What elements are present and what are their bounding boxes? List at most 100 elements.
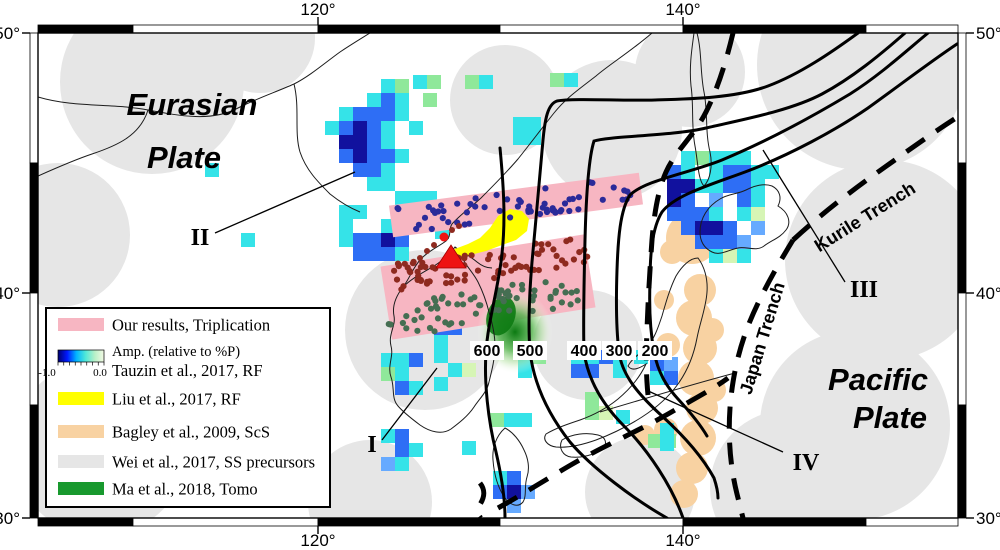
data-dot <box>568 289 575 296</box>
heatmap-cell <box>395 79 409 93</box>
heatmap-cell <box>737 249 751 263</box>
data-dot <box>414 307 421 314</box>
leader-line <box>381 367 438 441</box>
frame-segment <box>37 24 134 34</box>
heatmap-cell <box>409 191 423 205</box>
data-dot <box>573 288 580 295</box>
data-dot <box>486 251 493 259</box>
heatmap-cell <box>518 413 532 427</box>
data-dot <box>491 275 498 282</box>
slab-contour <box>582 33 907 518</box>
legend-swatch <box>58 392 104 405</box>
heatmap-cell <box>737 151 751 165</box>
legend-swatch <box>58 455 104 468</box>
data-dot <box>394 205 401 212</box>
heatmap-cell <box>465 75 479 89</box>
orange-scs-blob <box>660 240 684 264</box>
data-dot <box>529 307 536 315</box>
heatmap-cell <box>513 131 527 145</box>
trench-dashed-line <box>643 33 736 396</box>
data-dot <box>454 276 461 283</box>
data-dot <box>481 204 488 211</box>
gray-study-circle <box>205 33 315 93</box>
coastline <box>38 33 371 117</box>
heatmap-cell <box>339 219 353 233</box>
data-dot <box>552 289 559 296</box>
heatmap-cell <box>381 163 395 177</box>
data-dot <box>531 287 538 294</box>
heatmap-cell <box>381 429 395 443</box>
leader-line <box>645 389 784 453</box>
heatmap-cell <box>395 149 409 163</box>
data-dot <box>547 295 554 302</box>
data-dot <box>549 205 556 212</box>
data-dot <box>448 273 455 280</box>
data-dot <box>553 264 560 271</box>
data-dot <box>558 282 565 289</box>
heatmap-cell <box>205 163 219 177</box>
plate-label: Pacific <box>828 362 928 397</box>
data-dot <box>461 277 468 284</box>
contour-label: 200 <box>642 343 669 360</box>
contour-label: 300 <box>606 343 633 360</box>
heatmap-cell <box>381 149 395 163</box>
heatmap-cell <box>462 441 476 455</box>
heatmap-cell <box>381 121 395 135</box>
data-dot <box>417 276 424 284</box>
heatmap-cell <box>667 179 681 193</box>
volcano-trail-dot <box>449 227 455 233</box>
contour-label-box <box>567 341 601 360</box>
axis-label-left: 30° <box>0 509 20 528</box>
heatmap-cell <box>585 392 599 406</box>
data-dot <box>472 203 479 210</box>
heatmap-cell <box>664 357 678 371</box>
data-dot <box>428 225 435 233</box>
data-dot <box>472 310 479 317</box>
data-dot <box>513 295 520 302</box>
data-dot <box>461 271 469 278</box>
data-dot <box>467 201 474 208</box>
data-dot <box>417 264 424 271</box>
data-dot <box>438 202 445 209</box>
data-dot <box>468 252 475 259</box>
heatmap-cell <box>681 207 695 221</box>
data-dot <box>448 279 455 286</box>
heatmap-cell <box>737 235 751 249</box>
data-dot <box>458 291 465 298</box>
data-dot <box>445 219 452 226</box>
data-dot <box>539 204 546 211</box>
volcano-vent-dot <box>439 232 449 242</box>
heatmap-cell <box>695 151 709 165</box>
heatmap-cell <box>681 179 695 193</box>
heatmap-cell <box>353 135 367 149</box>
gray-study-circle <box>785 160 958 360</box>
heatmap-cell <box>513 117 527 131</box>
heatmap-cell <box>367 135 381 149</box>
data-dot <box>427 305 435 312</box>
gray-study-circle <box>38 163 130 307</box>
heatmap-cell <box>367 163 381 177</box>
legend-swatch <box>58 482 104 495</box>
heatmap-cell <box>479 75 493 89</box>
heatmap-cell <box>409 443 423 457</box>
heatmap-cell <box>664 371 678 385</box>
data-dot <box>512 264 519 271</box>
data-dot <box>454 301 461 308</box>
data-dot <box>443 272 450 279</box>
data-dot <box>566 207 573 215</box>
frame-segment <box>37 517 134 527</box>
heatmap-cell <box>751 193 765 207</box>
heatmap-cell <box>564 73 578 87</box>
data-dot <box>549 305 557 312</box>
heatmap-cell <box>381 93 395 107</box>
data-dot <box>439 293 446 300</box>
heatmap-cell <box>339 135 353 149</box>
data-dot <box>504 288 511 295</box>
slab-contour <box>614 33 930 500</box>
data-dot <box>535 267 542 274</box>
heatmap-cell <box>381 107 395 121</box>
data-dot <box>463 209 470 216</box>
data-dot <box>461 252 468 259</box>
axis-label-right: 40° <box>976 284 1000 303</box>
